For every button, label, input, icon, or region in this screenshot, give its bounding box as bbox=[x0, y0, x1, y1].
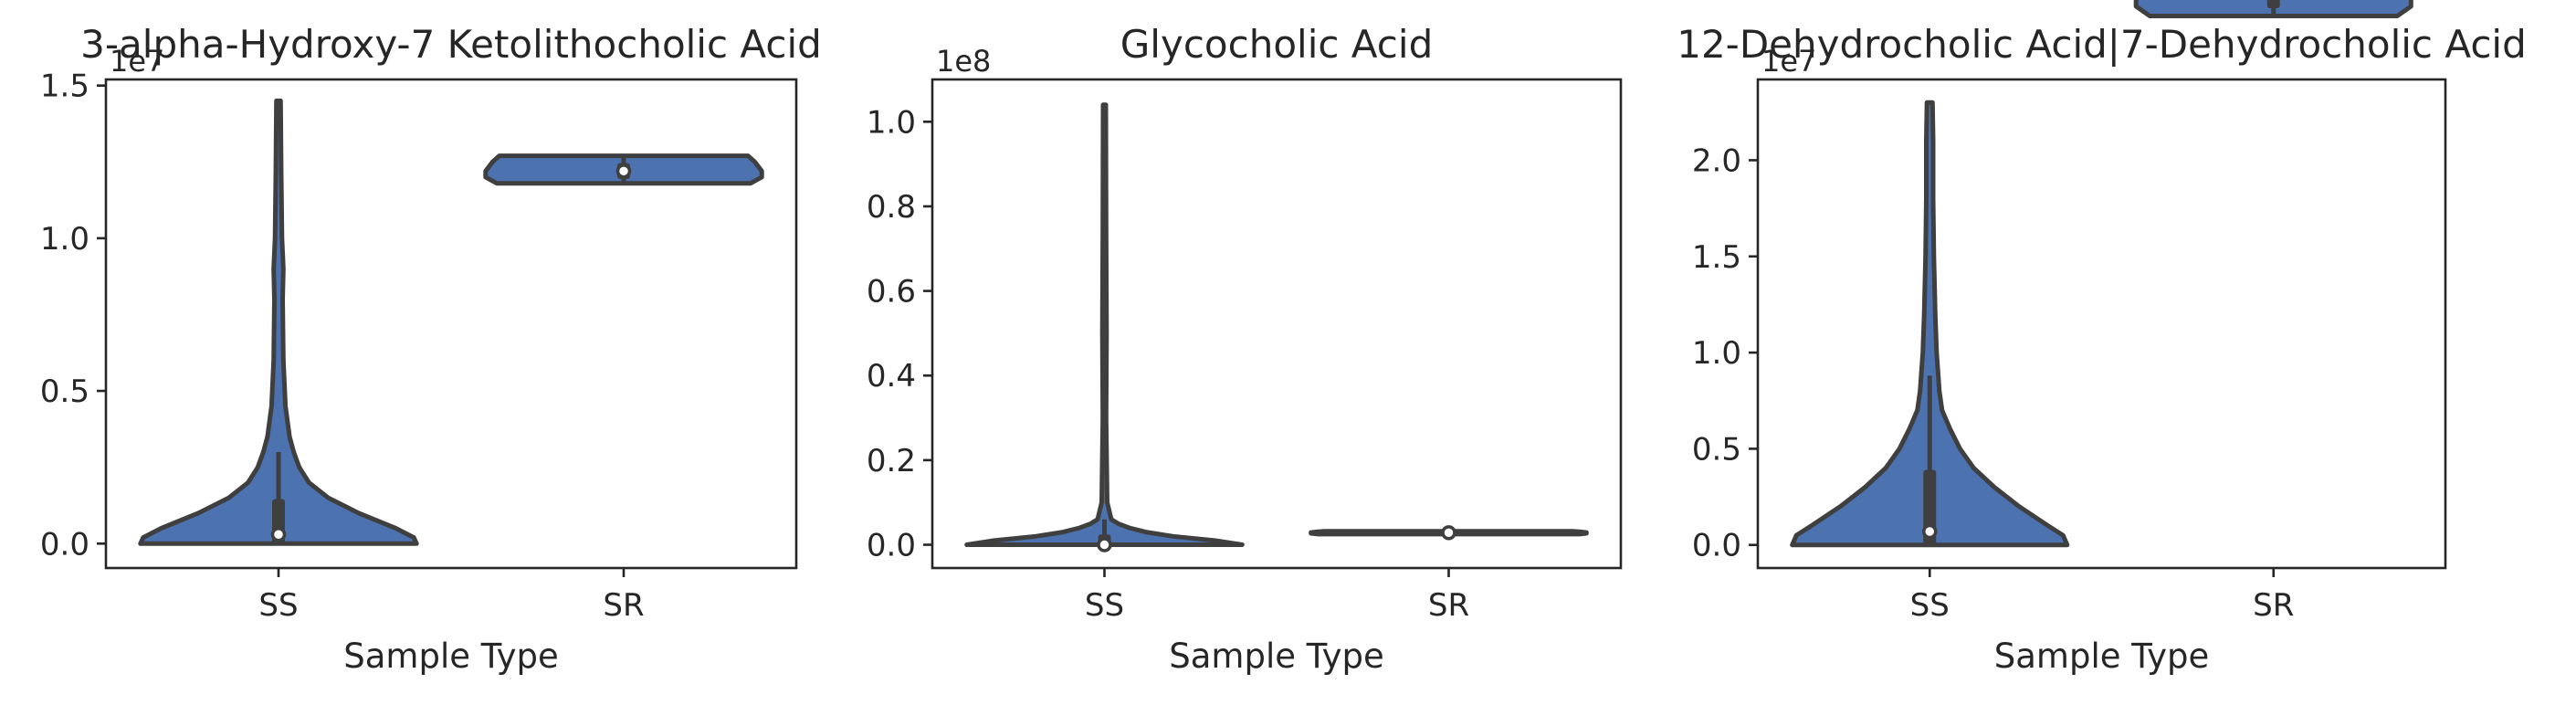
y-tick-label: 1.5 bbox=[40, 68, 89, 105]
axis-offset-label: 1e7 bbox=[110, 44, 164, 79]
y-tick-label: 0.0 bbox=[867, 528, 916, 564]
median-marker-ss bbox=[270, 526, 287, 542]
axis-offset-label: 1e8 bbox=[936, 44, 991, 79]
violin-ss[interactable] bbox=[964, 102, 1245, 547]
y-tick-label: 0.4 bbox=[867, 358, 916, 395]
chart-panel-1: 3-alpha-Hydroxy-7 Ketolithocholic Acid1e… bbox=[40, 22, 822, 676]
plot-frame bbox=[1756, 78, 2447, 570]
median-marker-sr bbox=[615, 163, 632, 179]
violin-ss[interactable] bbox=[138, 98, 419, 546]
iqr-box-sr bbox=[2266, 0, 2280, 8]
violin-ss[interactable] bbox=[1790, 100, 2070, 548]
median-marker-ss bbox=[1922, 523, 1938, 540]
chart-panel-2: Glycocholic Acid 1e8 0.0 0.2 0.4 0.6 0.8 1.0 SS S… bbox=[867, 22, 1623, 676]
median-marker-sr bbox=[1441, 525, 1456, 541]
chart-title: 3-alpha-Hydroxy-7 Ketolithocholic Acid bbox=[80, 22, 822, 67]
median-marker-ss bbox=[1097, 537, 1112, 552]
plot-frame bbox=[931, 78, 1623, 570]
x-tick-label: SS bbox=[1085, 587, 1124, 624]
y-tick-label: 0.5 bbox=[1692, 431, 1741, 468]
y-tick-label: 0.5 bbox=[40, 374, 89, 410]
x-tick-label: SR bbox=[603, 587, 644, 624]
y-tick-label: 0.0 bbox=[40, 526, 89, 563]
y-tick-label: 0.0 bbox=[1692, 528, 1741, 564]
chart-title: 12-Dehydrocholic Acid|7-Dehydrocholic Ac… bbox=[1677, 22, 2527, 67]
x-tick-label: SR bbox=[2253, 587, 2294, 624]
y-tick-label: 1.5 bbox=[1692, 239, 1741, 276]
y-tick-label: 1.0 bbox=[1692, 335, 1741, 372]
chart-title: Glycocholic Acid bbox=[1120, 22, 1433, 67]
x-axis-label: Sample Type bbox=[1994, 637, 2209, 676]
y-tick-label: 0.2 bbox=[867, 443, 916, 479]
x-tick-label: SR bbox=[1428, 587, 1469, 624]
y-tick-label: 0.8 bbox=[867, 189, 916, 226]
axis-offset-label: 1e7 bbox=[1761, 44, 1816, 79]
x-tick-label: SS bbox=[1910, 587, 1950, 624]
median-marker-sr bbox=[2267, 0, 2279, 3]
x-axis-label: Sample Type bbox=[1169, 637, 1383, 676]
x-axis-label: Sample Type bbox=[343, 637, 558, 676]
y-tick-label: 1.0 bbox=[867, 104, 916, 141]
chart-panel-3: 12-Dehydrocholic Acid|7-Dehydrocholic Ac… bbox=[1677, 0, 2527, 676]
y-tick-label: 1.0 bbox=[40, 221, 89, 258]
y-tick-label: 2.0 bbox=[1692, 142, 1741, 179]
y-tick-label: 0.6 bbox=[867, 274, 916, 310]
plot-frame bbox=[104, 78, 798, 570]
x-tick-label: SS bbox=[258, 587, 298, 624]
